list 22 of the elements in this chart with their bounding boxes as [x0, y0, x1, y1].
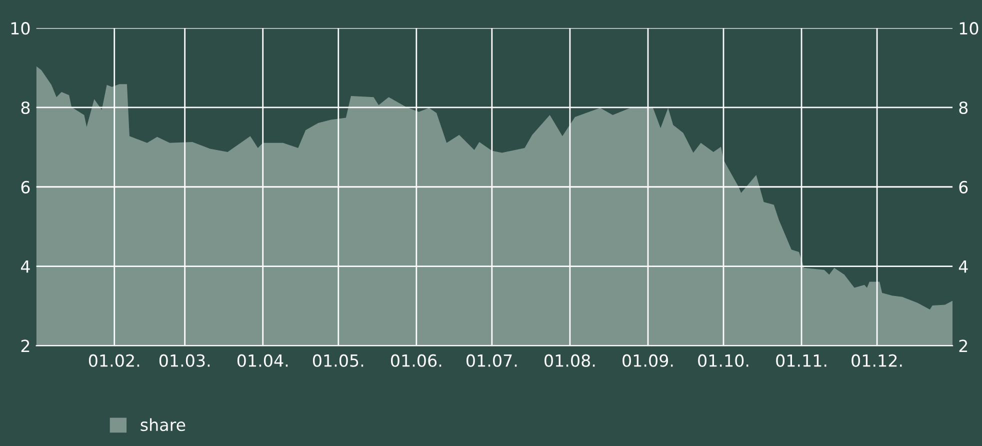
- y2-tick-label: 10: [960, 22, 978, 35]
- x-tick-label: 01.09.: [622, 354, 673, 367]
- y2-tick-label: 8: [959, 101, 968, 114]
- y-tick-label: 10: [11, 22, 30, 35]
- x-tick-label: 01.03.: [159, 354, 210, 367]
- x-tick-label: 01.10.: [698, 354, 748, 367]
- x-tick-label: 01.04.: [237, 354, 288, 367]
- x-tick-label: 01.12.: [852, 354, 902, 367]
- y-tick-label: 8: [21, 101, 30, 114]
- y-tick-label: 4: [20, 260, 30, 273]
- x-tick-label: 01.08.: [544, 354, 595, 367]
- y2-tick-label: 6: [959, 180, 968, 194]
- legend-label: share: [140, 418, 186, 432]
- x-tick-label: 01.02.: [88, 354, 140, 367]
- y-tick-label: 6: [21, 180, 30, 194]
- y2-tick-label: 2: [959, 340, 968, 352]
- y2-tick-label: 4: [958, 260, 968, 273]
- x-tick-label: 01.06.: [391, 354, 442, 367]
- x-tick-label: 01.07.: [466, 354, 517, 367]
- x-tick-label: 01.11.: [776, 354, 826, 367]
- x-tick-label: 01.05.: [312, 354, 364, 367]
- y-tick-label: 2: [21, 340, 30, 352]
